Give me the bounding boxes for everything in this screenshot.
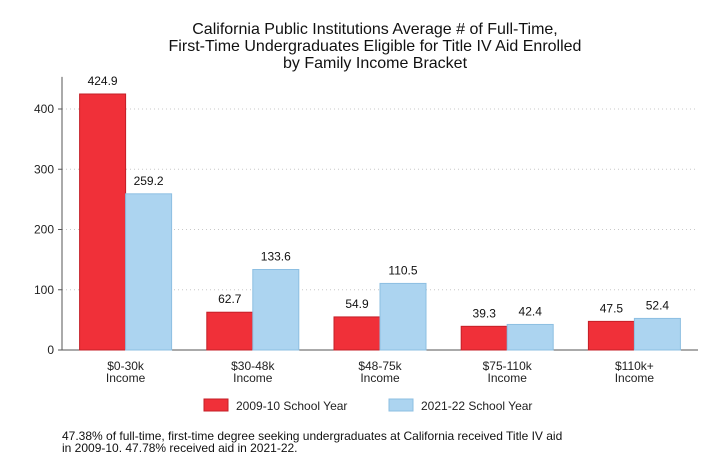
- legend-label-1: 2009-10 School Year: [236, 399, 347, 413]
- data-label-s1-c1: 424.9: [88, 74, 118, 88]
- bar-s2-c1: [125, 193, 173, 351]
- x-tick-label-c5-line2: Income: [615, 371, 655, 385]
- x-tick-label-c4-line1: $75-110k: [483, 359, 533, 373]
- bar-s2-c5: [633, 317, 681, 351]
- legend-swatch-1: [203, 398, 229, 412]
- x-tick-label-c4-line2: Income: [488, 371, 528, 385]
- data-label-s1-c4: 39.3: [473, 306, 497, 320]
- legend: 2009-10 School Year 2021-22 School Year: [203, 398, 532, 413]
- bar-s1-c3: [333, 316, 381, 351]
- y-tick-label-400: 400: [34, 102, 54, 116]
- bar-s2-c3: [379, 282, 427, 351]
- y-tick-label-300: 300: [34, 162, 54, 176]
- chart-title: California Public Institutions Average #…: [169, 21, 582, 72]
- bar-s1-c4: [460, 325, 508, 351]
- y-tick-label-100: 100: [34, 283, 54, 297]
- x-tick-label-c2-line2: Income: [233, 371, 273, 385]
- chart-title-line-1: California Public Institutions Average #…: [192, 21, 558, 38]
- chart-title-line-3: by Family Income Bracket: [283, 55, 468, 72]
- x-tick-label-c3-line2: Income: [360, 371, 400, 385]
- footnote-line-1: 47.38% of full-time, first-time degree s…: [62, 429, 563, 443]
- data-label-s1-c5: 47.5: [600, 301, 624, 315]
- bar-s1-c2: [206, 311, 254, 351]
- x-axis-categories: $0-30kIncome$30-48kIncome$48-75kIncome$7…: [106, 359, 654, 385]
- y-tick-label-0: 0: [47, 343, 54, 357]
- bars: [79, 93, 681, 351]
- footnote-line-2: in 2009-10. 47.78% received aid in 2021-…: [62, 441, 298, 455]
- footnote: 47.38% of full-time, first-time degree s…: [62, 430, 682, 454]
- x-tick-label-c2-line1: $30-48k: [231, 359, 275, 373]
- bar-s2-c4: [506, 323, 554, 351]
- bar-s1-c5: [587, 320, 635, 351]
- data-label-s2-c1: 259.2: [134, 174, 164, 188]
- data-label-s2-c5: 52.4: [646, 298, 670, 312]
- data-label-s2-c3: 110.5: [388, 263, 417, 277]
- chart-title-line-2: First-Time Undergraduates Eligible for T…: [169, 38, 582, 55]
- data-label-s2-c2: 133.6: [261, 250, 291, 264]
- x-tick-label-c1-line2: Income: [106, 371, 146, 385]
- y-tick-label-200: 200: [34, 223, 54, 237]
- data-label-s1-c3: 54.9: [345, 297, 369, 311]
- bar-s2-c2: [252, 269, 300, 351]
- x-tick-label-c3-line1: $48-75k: [358, 359, 402, 373]
- data-label-s1-c2: 62.7: [218, 292, 242, 306]
- legend-swatch-2: [388, 398, 414, 412]
- data-labels: 424.9 259.2 62.7 133.6 54.9 110.5 39.3 42.4 47.5…: [88, 74, 670, 320]
- x-tick-label-c5-line1: $110k+: [615, 359, 654, 373]
- x-tick-label-c1-line1: $0-30k: [107, 359, 145, 373]
- legend-label-2: 2021-22 School Year: [421, 399, 532, 413]
- bar-s1-c1: [79, 93, 127, 351]
- data-label-s2-c4: 42.4: [519, 304, 543, 318]
